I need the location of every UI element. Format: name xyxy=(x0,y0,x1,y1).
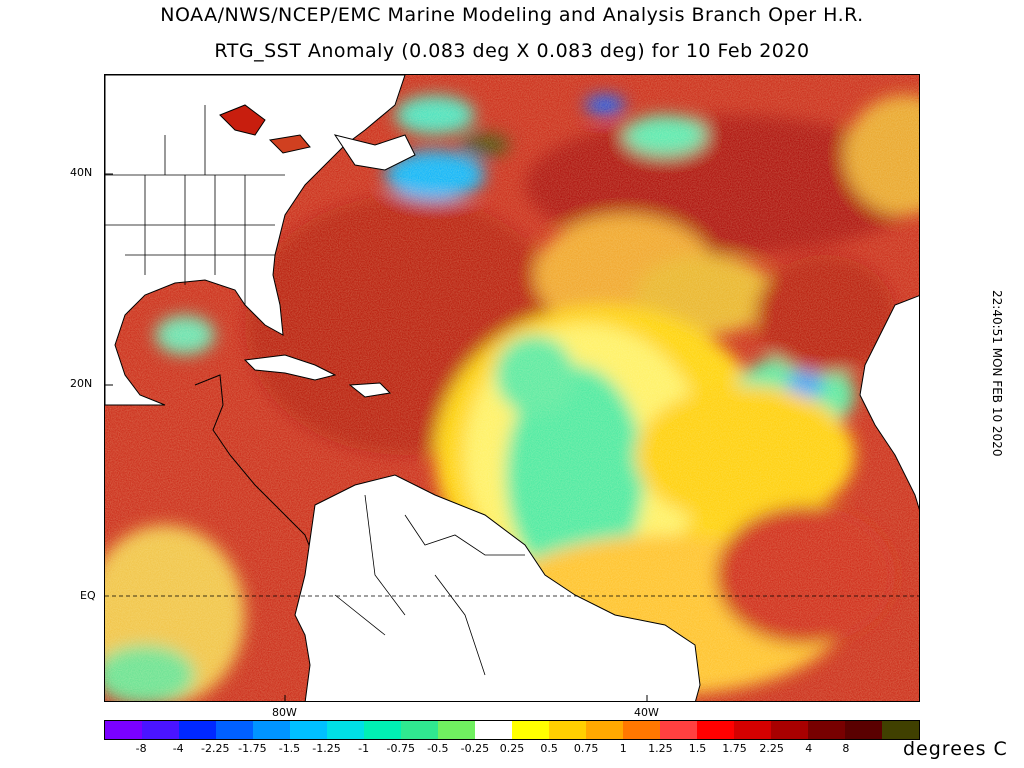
sst-anomaly-map xyxy=(104,74,920,702)
colorbar-swatch xyxy=(253,721,290,739)
south-america-land xyxy=(294,474,701,701)
colorbar-label: -4 xyxy=(172,742,184,755)
maritimes-land xyxy=(333,134,416,171)
colorbar-swatch xyxy=(660,721,697,739)
title-line-2: RTG_SST Anomaly (0.083 deg X 0.083 deg) … xyxy=(214,40,810,62)
colorbar-swatch xyxy=(475,721,512,739)
colorbar-swatch xyxy=(290,721,327,739)
colorbar-swatch xyxy=(105,721,142,739)
colorbar-label: -1.75 xyxy=(238,742,267,755)
colorbar-swatch xyxy=(771,721,808,739)
colorbar-label: -1 xyxy=(358,742,370,755)
colorbar-swatch xyxy=(179,721,216,739)
colorbar-label: -0.25 xyxy=(460,742,490,755)
colorbar-label: 8 xyxy=(842,742,850,755)
colorbar-swatch xyxy=(549,721,586,739)
lon-label-40w: 40W xyxy=(634,706,659,719)
lat-label-20n: 20N xyxy=(70,377,93,390)
colorbar-label: 2.25 xyxy=(759,742,784,755)
colorbar-label: -2.25 xyxy=(201,742,230,755)
title-line-1: NOAA/NWS/NCEP/EMC Marine Modeling and An… xyxy=(160,4,864,26)
borders xyxy=(105,105,525,676)
colorbar-label: 0.5 xyxy=(540,742,558,755)
colorbar xyxy=(104,720,920,740)
colorbar-swatch xyxy=(734,721,771,739)
colorbar-swatch xyxy=(401,721,438,739)
colorbar-swatch xyxy=(364,721,401,739)
colorbar-swatch xyxy=(845,721,882,739)
colorbar-swatch xyxy=(142,721,179,739)
colorbar-swatch xyxy=(808,721,845,739)
africa-land xyxy=(859,295,919,511)
colorbar-swatch xyxy=(327,721,364,739)
grid-ticks xyxy=(105,173,648,701)
colorbar-swatch xyxy=(586,721,623,739)
colorbar-label: -8 xyxy=(135,742,147,755)
colorbar-swatch xyxy=(882,721,919,739)
lat-label-40n: 40N xyxy=(70,166,93,179)
colorbar-swatch xyxy=(512,721,549,739)
colorbar-label: 4 xyxy=(805,742,813,755)
colorbar-swatch xyxy=(623,721,660,739)
colorbar-swatch xyxy=(697,721,734,739)
colorbar-swatch xyxy=(438,721,475,739)
map-canvas xyxy=(105,75,919,701)
colorbar-label: 1.25 xyxy=(648,742,673,755)
lon-label-80w: 80W xyxy=(272,706,297,719)
hispaniola-land xyxy=(348,382,392,398)
colorbar-units: degrees C xyxy=(903,738,1008,760)
colorbar-label: 0.25 xyxy=(499,742,525,755)
colorbar-label: -1.25 xyxy=(312,742,341,755)
colorbar-label: 1.5 xyxy=(688,742,707,755)
land-masses xyxy=(105,75,919,701)
colorbar-label: 1.75 xyxy=(722,742,747,755)
timestamp: 22:40:51 MON FEB 10 2020 xyxy=(990,290,1004,457)
colorbar-label: 0.75 xyxy=(573,742,599,755)
colorbar-label: -1.5 xyxy=(278,742,301,755)
lat-label-eq: EQ xyxy=(80,589,96,602)
colorbar-label: -0.5 xyxy=(427,742,449,755)
cuba-land xyxy=(243,354,337,381)
colorbar-label: -0.75 xyxy=(386,742,415,755)
colorbar-label: 1 xyxy=(619,742,627,755)
colorbar-swatch xyxy=(216,721,253,739)
